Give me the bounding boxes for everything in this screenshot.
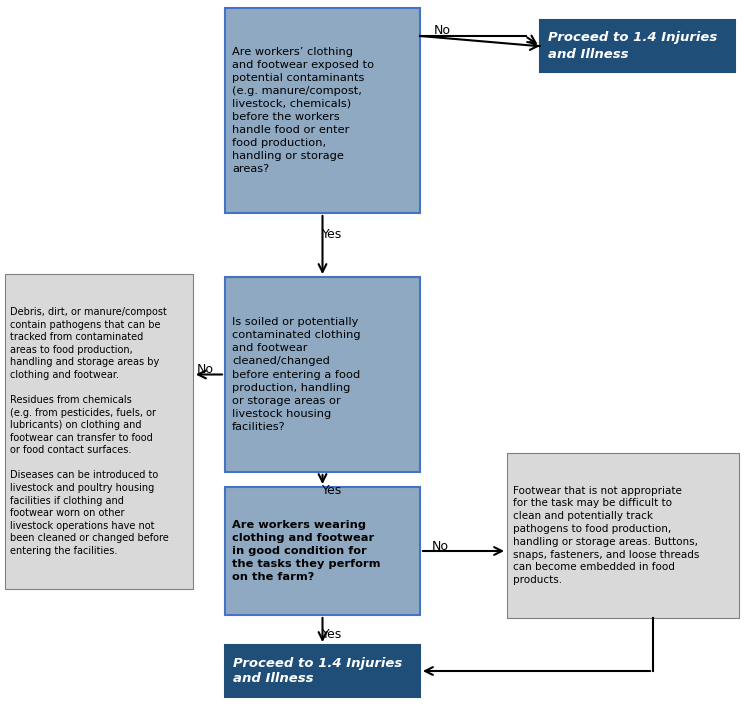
FancyBboxPatch shape [225, 487, 420, 615]
Text: Footwear that is not appropriate
for the task may be difficult to
clean and pote: Footwear that is not appropriate for the… [513, 486, 699, 585]
Text: No: No [431, 539, 448, 553]
FancyBboxPatch shape [225, 8, 420, 213]
Text: Are workers’ clothing
and footwear exposed to
potential contaminants
(e.g. manur: Are workers’ clothing and footwear expos… [232, 47, 374, 174]
Text: Proceed to 1.4 Injuries
and Illness: Proceed to 1.4 Injuries and Illness [548, 32, 717, 61]
Text: No: No [196, 363, 214, 376]
Text: Are workers wearing
clothing and footwear
in good condition for
the tasks they p: Are workers wearing clothing and footwea… [232, 520, 380, 582]
FancyBboxPatch shape [225, 277, 420, 472]
Text: Is soiled or potentially
contaminated clothing
and footwear
cleaned/changed
befo: Is soiled or potentially contaminated cl… [232, 317, 361, 431]
Text: Yes: Yes [322, 628, 343, 640]
Text: No: No [433, 25, 451, 37]
FancyBboxPatch shape [540, 20, 735, 72]
FancyBboxPatch shape [225, 645, 420, 697]
FancyBboxPatch shape [507, 453, 739, 618]
Text: Yes: Yes [322, 229, 343, 241]
Text: Debris, dirt, or manure/compost
contain pathogens that can be
tracked from conta: Debris, dirt, or manure/compost contain … [10, 307, 169, 556]
Text: Yes: Yes [322, 484, 343, 498]
Text: Proceed to 1.4 Injuries
and Illness: Proceed to 1.4 Injuries and Illness [233, 657, 402, 686]
FancyBboxPatch shape [5, 274, 193, 589]
